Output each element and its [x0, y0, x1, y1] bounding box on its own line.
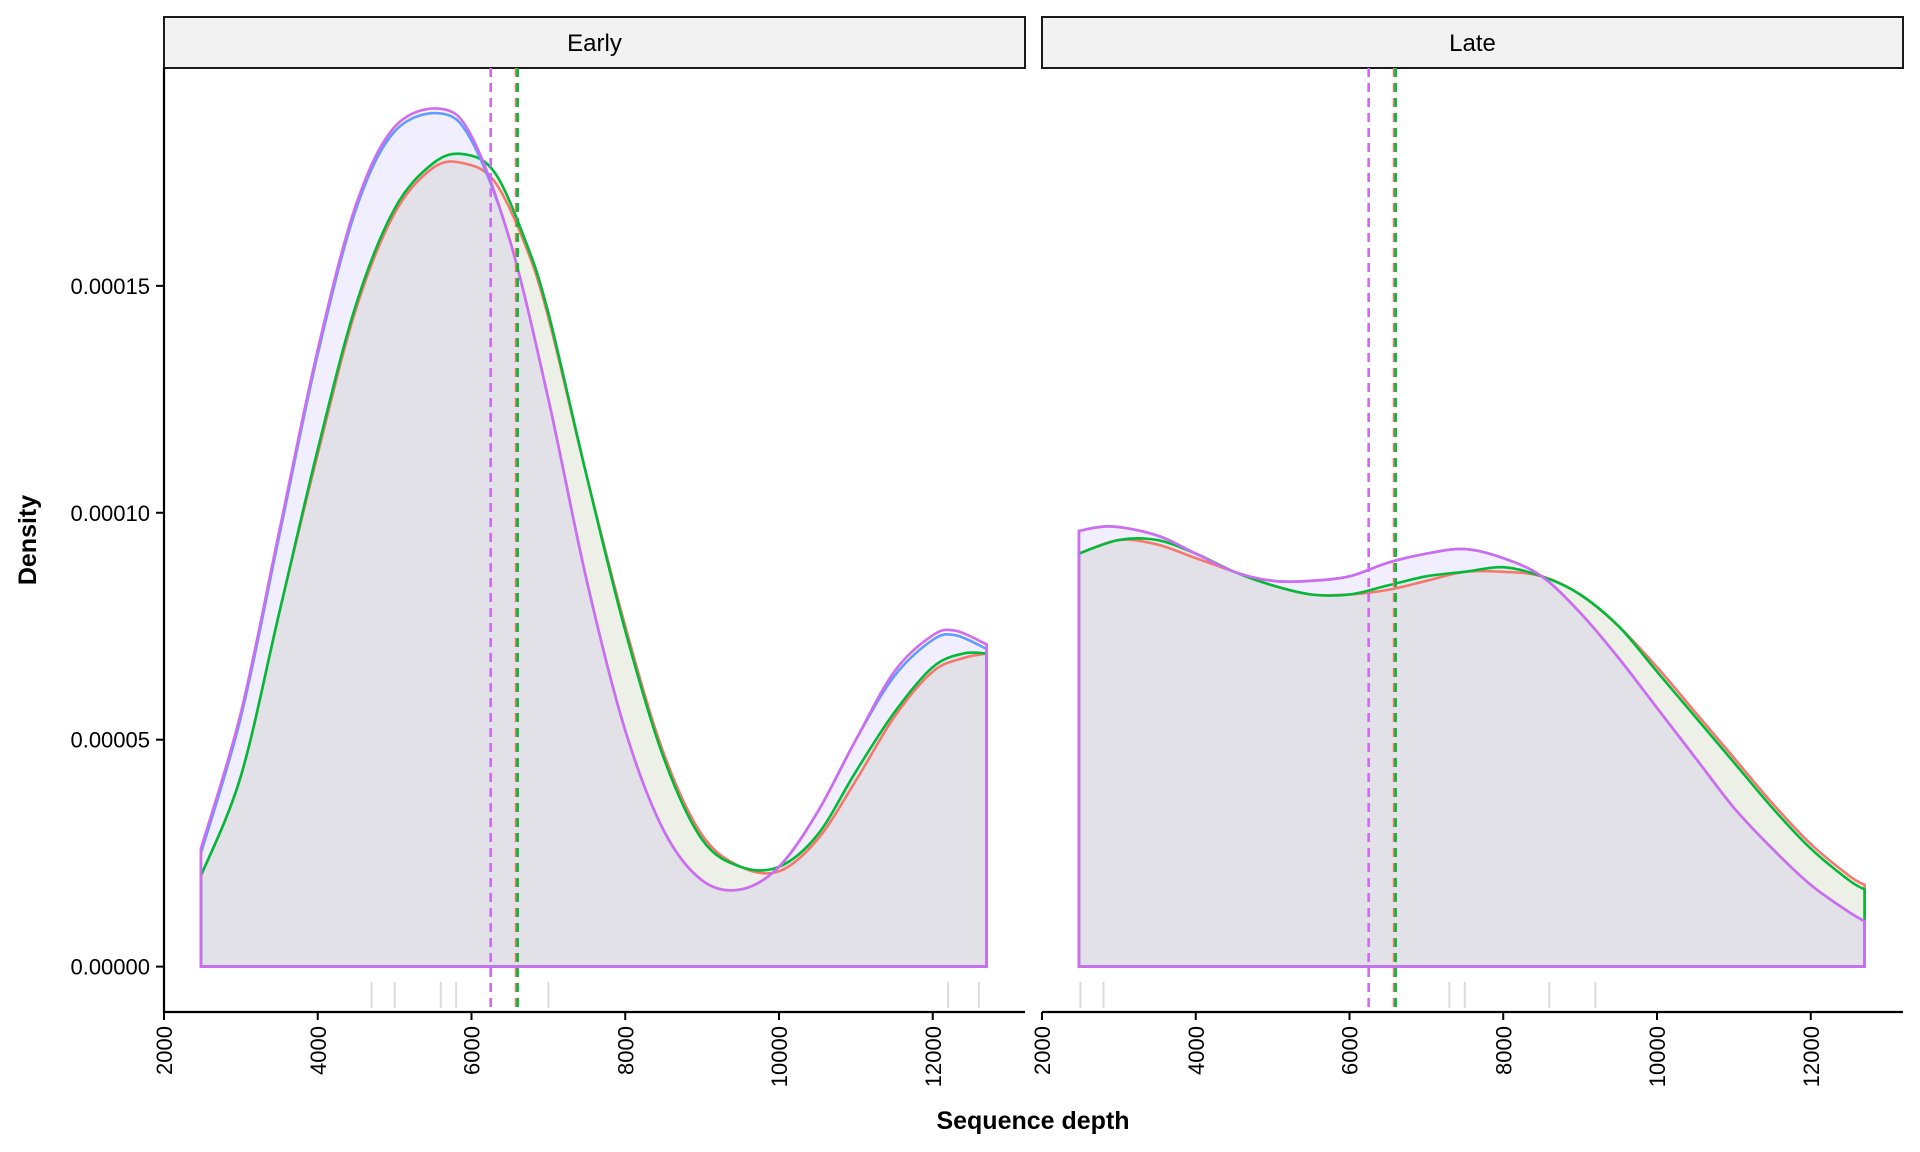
x-tick-label: 4000 [1184, 1026, 1209, 1075]
x-axis-title: Sequence depth [936, 1107, 1129, 1135]
x-tick-label: 12000 [921, 1026, 946, 1087]
density-fill [1078, 526, 1865, 967]
y-tick-label: 0.00015 [70, 274, 150, 299]
density-fill [1078, 526, 1865, 967]
x-tick-label: 8000 [613, 1026, 638, 1075]
density-fill [200, 161, 987, 967]
density-line [199, 152, 988, 968]
facet-panels: Early 2000 4000 6000 8000 10000 12000 Late 2000 4… [152, 16, 1904, 1087]
facet-strip [1041, 16, 1904, 69]
x-tick-label: 10000 [767, 1026, 792, 1087]
y-tick-label: 0.00010 [70, 501, 150, 526]
x-tick-label: 2000 [152, 1026, 177, 1075]
density-line [1077, 538, 1866, 968]
facet-strip-label: Early [567, 30, 622, 57]
density-fill [200, 113, 987, 967]
x-tick-label: 2000 [1030, 1026, 1055, 1075]
density-fill [1078, 539, 1865, 967]
y-tick-label: 0.00005 [70, 728, 150, 753]
x-tick-label: 6000 [460, 1026, 485, 1075]
facet-panel-early: Early 2000 4000 6000 8000 10000 12000 [152, 16, 1026, 1087]
facet-strip-label: Late [1449, 30, 1496, 57]
density-fill [1078, 538, 1865, 967]
density-line [1077, 525, 1866, 968]
y-axis: 0.00000 0.00005 0.00010 0.00015 [70, 68, 166, 1012]
facet-panel-late: Late 2000 4000 6000 8000 10000 12000 [1030, 16, 1904, 1087]
x-tick-label: 10000 [1645, 1026, 1670, 1087]
x-tick-label: 4000 [306, 1026, 331, 1075]
facet-strip [163, 16, 1026, 69]
y-tick-label: 0.00000 [70, 955, 150, 980]
x-tick-label: 6000 [1338, 1026, 1363, 1075]
x-tick-label: 8000 [1491, 1026, 1516, 1075]
density-fill [200, 153, 987, 967]
y-axis-title: Density [14, 495, 42, 585]
density-line [199, 107, 988, 968]
density-fill [200, 108, 987, 967]
x-tick-label: 12000 [1799, 1026, 1824, 1087]
